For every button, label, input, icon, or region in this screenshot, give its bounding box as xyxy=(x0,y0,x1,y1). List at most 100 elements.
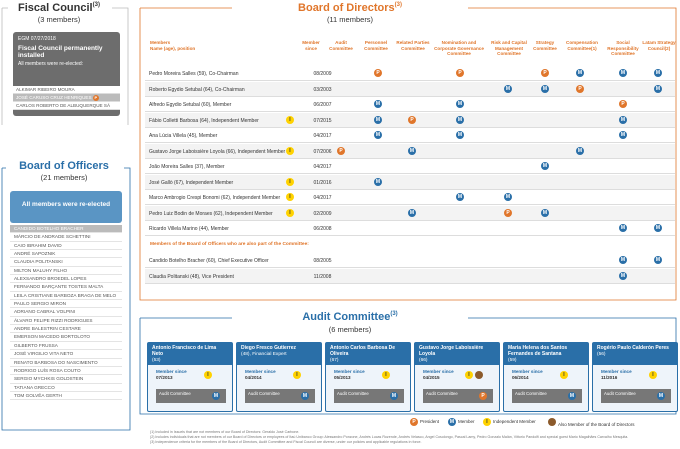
member-icon: M xyxy=(576,69,584,77)
legend-also: Also Member of the Board of Directors xyxy=(548,418,635,427)
member-icon: M xyxy=(541,208,549,217)
member-since: Member since 04/2015 xyxy=(423,369,454,380)
member-since: 04/2017 xyxy=(313,133,332,139)
table-row: Pedro Moreira Salles (59), Co-Chairman 08… xyxy=(145,66,675,81)
member-icon: M xyxy=(654,69,662,77)
independent-icon: I xyxy=(204,371,212,379)
column-header: Member since xyxy=(302,40,320,51)
table-row: Candido Botelho Bracher (60), Chief Exec… xyxy=(145,253,675,268)
member-icon: M xyxy=(448,418,456,426)
member-name: Pedro Luiz Bodin de Moraes (62), Indepen… xyxy=(149,210,273,217)
column-header: Latam Strategy Council(2) xyxy=(642,40,676,51)
column-header: Compensation Committee(1) xyxy=(566,40,598,51)
list-item: ADRIANO CABRAL VOLPINI xyxy=(10,308,122,317)
table-row: Fábio Colletti Barbosa (64), Independent… xyxy=(145,112,675,128)
member-name: José Gallò (67), Independent Member xyxy=(149,179,234,186)
member-since: Member since 07/2013 xyxy=(156,369,187,380)
list-item: CAIO IBRAHIM DAVID xyxy=(10,242,122,251)
independent-icon: I xyxy=(649,371,657,379)
fiscal-council-headline: Fiscal Council permanently installed xyxy=(18,45,103,59)
list-item: JOSÉ CARUSO CRUZ HENRIQUES P xyxy=(13,94,120,102)
board-of-directors-subtitle: (11 members) xyxy=(326,15,374,24)
president-icon: P xyxy=(479,392,487,400)
member-icon: M xyxy=(408,208,416,217)
list-item: CANDIDO BOTELHO BRACHER xyxy=(10,225,122,234)
member-icon: M xyxy=(568,392,576,400)
president-icon: P xyxy=(374,69,382,77)
member-icon: M xyxy=(619,69,627,77)
member-icon: M xyxy=(504,84,512,93)
member-icon: M xyxy=(657,392,665,400)
president-icon: P xyxy=(410,418,418,426)
fiscal-council-subtitle: (3 members) xyxy=(37,15,81,24)
independent-icon: I xyxy=(465,371,473,379)
president-icon: P xyxy=(408,115,416,124)
list-item: CLAUDIA POLITANSKI xyxy=(10,258,122,267)
member-since: Member since 04/2014 xyxy=(245,369,276,380)
member-icon: M xyxy=(619,131,627,139)
table-row: Pedro Luiz Bodin de Moraes (62), Indepen… xyxy=(145,205,675,221)
list-item: PAULO SERGIO MIRON xyxy=(10,300,122,309)
member-icon: M xyxy=(541,84,549,93)
member-icon: M xyxy=(456,131,464,139)
member-icon: M xyxy=(212,392,220,400)
committee-badge: Audit Committee M xyxy=(156,389,226,403)
member-icon: M xyxy=(654,256,662,264)
column-header: Social Responsibility Committee xyxy=(607,40,639,56)
member-name: Pedro Moreira Salles (59), Co-Chairman xyxy=(149,71,239,77)
board-of-officers-list: CANDIDO BOTELHO BRACHER MÁRCIO DE ANDRADE… xyxy=(10,225,122,401)
table-row: Gustavo Jorge Laboissière Loyola (66), I… xyxy=(145,143,675,159)
egm-label: EGM 07/27/2018 xyxy=(18,36,56,42)
fiscal-council-list: ALKIMAR RIBEIRO MOURA JOSÉ CARUSO CRUZ H… xyxy=(13,86,120,110)
list-item: ALKIMAR RIBEIRO MOURA xyxy=(13,86,120,94)
member-icon: M xyxy=(576,146,584,155)
card-header: Rogério Paulo Calderón Peres (56) xyxy=(593,343,677,365)
president-icon: P xyxy=(337,146,345,155)
list-item: ANDRE BALESTRIN CESTARE xyxy=(10,325,122,334)
member-since: 01/2016 xyxy=(313,179,332,186)
column-header: Risk and Capital Management Committee xyxy=(491,40,527,56)
list-item: CARLOS ROBERTO DE ALBUQUERQUE SÁ xyxy=(13,102,120,110)
member-name: Alfredo Egydio Setubal (60), Member xyxy=(149,102,232,108)
audit-member-card: Diego Fresco Gutierrez (48), Financial Ex… xyxy=(236,342,322,412)
column-header: Nomination and Corporate Governance Comm… xyxy=(434,40,484,56)
independent-icon: I xyxy=(286,115,294,124)
member-icon: M xyxy=(456,100,464,108)
list-item: ALEXSANDRO BROEDEL LOPES xyxy=(10,275,122,284)
member-name: Roberto Egydio Setubal (64), Co-Chairman xyxy=(149,86,245,93)
audit-committee-title: Audit Committee(3) xyxy=(302,311,398,323)
table-row: Ana Lúcia Villela (45), Member 04/2017 M M M xyxy=(145,128,675,143)
member-name: Marco Ambrogio Crespi Bonomi (62), Indep… xyxy=(149,195,281,201)
member-icon: M xyxy=(456,193,464,201)
member-icon: M xyxy=(301,392,309,400)
list-item: ANDRÉ SAPOZNIK xyxy=(10,250,122,259)
footnote-3: (3) Independence criteria for the member… xyxy=(150,440,422,444)
president-icon: P xyxy=(576,84,584,93)
president-icon: P xyxy=(619,100,627,108)
member-icon: M xyxy=(541,162,549,170)
member-name: Claudia Politanski (48), Vice President xyxy=(149,274,234,280)
column-header: Related Parties Committee xyxy=(396,40,430,51)
audit-member-card: Maria Helena dos Santos Fernandes de San… xyxy=(503,342,589,412)
column-header: Personnel Committee xyxy=(364,40,388,51)
member-since: 07/2015 xyxy=(313,117,332,124)
list-item: GILBERTO FRUSSA xyxy=(10,342,122,351)
list-item: TOM GOLVÊA GERTH xyxy=(10,392,122,401)
member-icon: M xyxy=(619,224,627,232)
table-row: Roberto Egydio Setubal (64), Co-Chairman… xyxy=(145,81,675,97)
independent-icon: I xyxy=(286,208,294,217)
member-icon: M xyxy=(374,177,382,186)
member-since: 06/2008 xyxy=(313,226,332,232)
member-since: 04/2017 xyxy=(313,164,332,170)
column-header: Strategy Committee xyxy=(533,40,557,51)
list-item: ÁLVARO FELIPE RIZZI RODRIGUES xyxy=(10,317,122,326)
card-header: Antonio Carlos Barbosa De Oliveira (67) xyxy=(326,343,410,365)
legend-member: M Member xyxy=(448,418,475,426)
member-icon: M xyxy=(374,115,382,124)
footnote-1: (1) Included in Issuels that are not mem… xyxy=(150,430,300,434)
also-member-icon xyxy=(548,418,556,426)
member-since: Member since 11/2016 xyxy=(601,369,632,380)
board-of-officers-subtitle: (21 members) xyxy=(40,173,88,182)
list-item: JOSÉ VIRGILIO VITA NETO xyxy=(10,350,122,359)
audit-member-card: Antonio Francisco de Lima Neto (53) Member… xyxy=(147,342,233,412)
